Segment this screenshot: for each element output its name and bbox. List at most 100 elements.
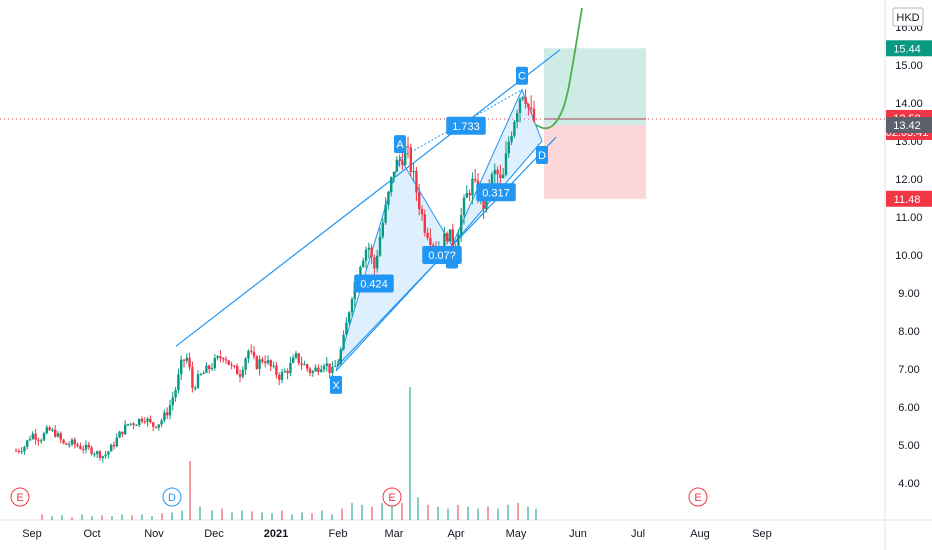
candle-body (129, 423, 132, 425)
candle-body (507, 141, 510, 154)
candle-body (96, 451, 99, 454)
candle-body (247, 350, 250, 359)
candle-body (345, 322, 348, 335)
volume-bar (487, 506, 489, 520)
candle-body (132, 423, 135, 426)
candle-body (202, 372, 205, 375)
time-tick-label: Jul (631, 528, 645, 540)
candle-body (40, 440, 43, 442)
point-x-label: X (332, 380, 340, 392)
candle-body (269, 360, 272, 367)
time-tick-label: Feb (329, 528, 348, 540)
price-tick-label: 10.00 (895, 250, 923, 262)
time-tick-label: Aug (690, 528, 710, 540)
xb-ratio-line (335, 245, 453, 372)
volume-bar (527, 506, 529, 520)
stop-loss-zone (544, 125, 646, 199)
price-label-text: 11.48 (894, 194, 921, 206)
candle-body (56, 433, 60, 437)
ratio-box (476, 183, 516, 202)
volume-bar (51, 516, 53, 520)
currency-badge: HKD (892, 7, 924, 27)
candle-body (278, 374, 281, 380)
volume-bar (457, 504, 459, 520)
currency-label: HKD (896, 12, 919, 24)
price-axis: 4.00 5.00 6.00 7.00 8.00 9.00 10.00 11.00 12.00 1… (895, 22, 923, 490)
candle-body (300, 363, 303, 365)
candle-body (339, 349, 342, 364)
ratio-label: 0.424 (360, 279, 388, 291)
volume-bar (251, 511, 253, 520)
candlesticks (14, 89, 536, 463)
volume-bar (61, 515, 63, 520)
candle-body (205, 365, 208, 373)
candle-body (23, 446, 26, 452)
price-tick-label: 4.00 (898, 478, 919, 490)
ratio-label: 1.733 (452, 121, 480, 133)
time-tick-label: Nov (144, 528, 164, 540)
candle-body (289, 362, 292, 374)
candle-body (490, 174, 494, 190)
price-tick-label: 7.00 (898, 364, 919, 376)
candle-body (188, 357, 191, 368)
candle-body (362, 260, 365, 267)
volume-bar (291, 514, 293, 520)
candle-body (320, 369, 323, 373)
volume-bar (281, 510, 283, 520)
candle-body (250, 350, 253, 352)
candle-body (303, 364, 306, 366)
volume-bar (437, 506, 439, 520)
candle-body (272, 365, 275, 367)
candle-body (527, 104, 530, 108)
candle-body (499, 174, 502, 179)
candle-body (26, 440, 29, 447)
candle-body (166, 412, 169, 416)
volume-bar (351, 502, 353, 520)
price-tick-label: 15.00 (895, 60, 923, 72)
candle-body (471, 178, 474, 196)
candle-body (373, 256, 376, 269)
price-label-box (886, 40, 932, 57)
candle-body (224, 359, 228, 361)
candle-body (524, 97, 527, 105)
volume-bar (71, 517, 73, 520)
volume-bar (231, 512, 233, 520)
candle-body (70, 439, 74, 445)
time-tick-label: 2021 (264, 528, 288, 540)
candle-body (104, 454, 107, 457)
ratio-box (422, 246, 462, 264)
candle-body (48, 427, 51, 431)
candle-body (255, 356, 258, 369)
candle-body (367, 247, 370, 250)
candle-body (530, 107, 533, 109)
candle-body (233, 365, 236, 367)
profit-zone (544, 48, 646, 126)
volume-bar (171, 512, 173, 520)
volume-bar (241, 510, 243, 520)
time-tick-label: Dec (204, 528, 224, 540)
candle-body (174, 389, 177, 398)
candle-body (474, 178, 477, 181)
candle-body (121, 431, 124, 435)
candle-body (42, 433, 46, 441)
volume-bar (409, 387, 411, 520)
point-c-label: C (518, 71, 526, 83)
candle-body (258, 359, 261, 369)
price-label-box (886, 190, 932, 207)
volume-bar (477, 508, 479, 520)
volume-bar (417, 497, 419, 520)
candle-body (381, 222, 384, 237)
projection-curve (535, 7, 583, 130)
volume-bar (131, 515, 133, 520)
time-tick-label: Sep (22, 528, 42, 540)
candle-body (84, 444, 88, 450)
volume-bar (181, 510, 183, 520)
candle-body (314, 367, 317, 372)
time-tick-label: May (506, 528, 527, 540)
candle-body (423, 214, 426, 233)
candle-body (213, 358, 216, 369)
candle-body (521, 97, 524, 99)
candle-body (451, 229, 454, 249)
